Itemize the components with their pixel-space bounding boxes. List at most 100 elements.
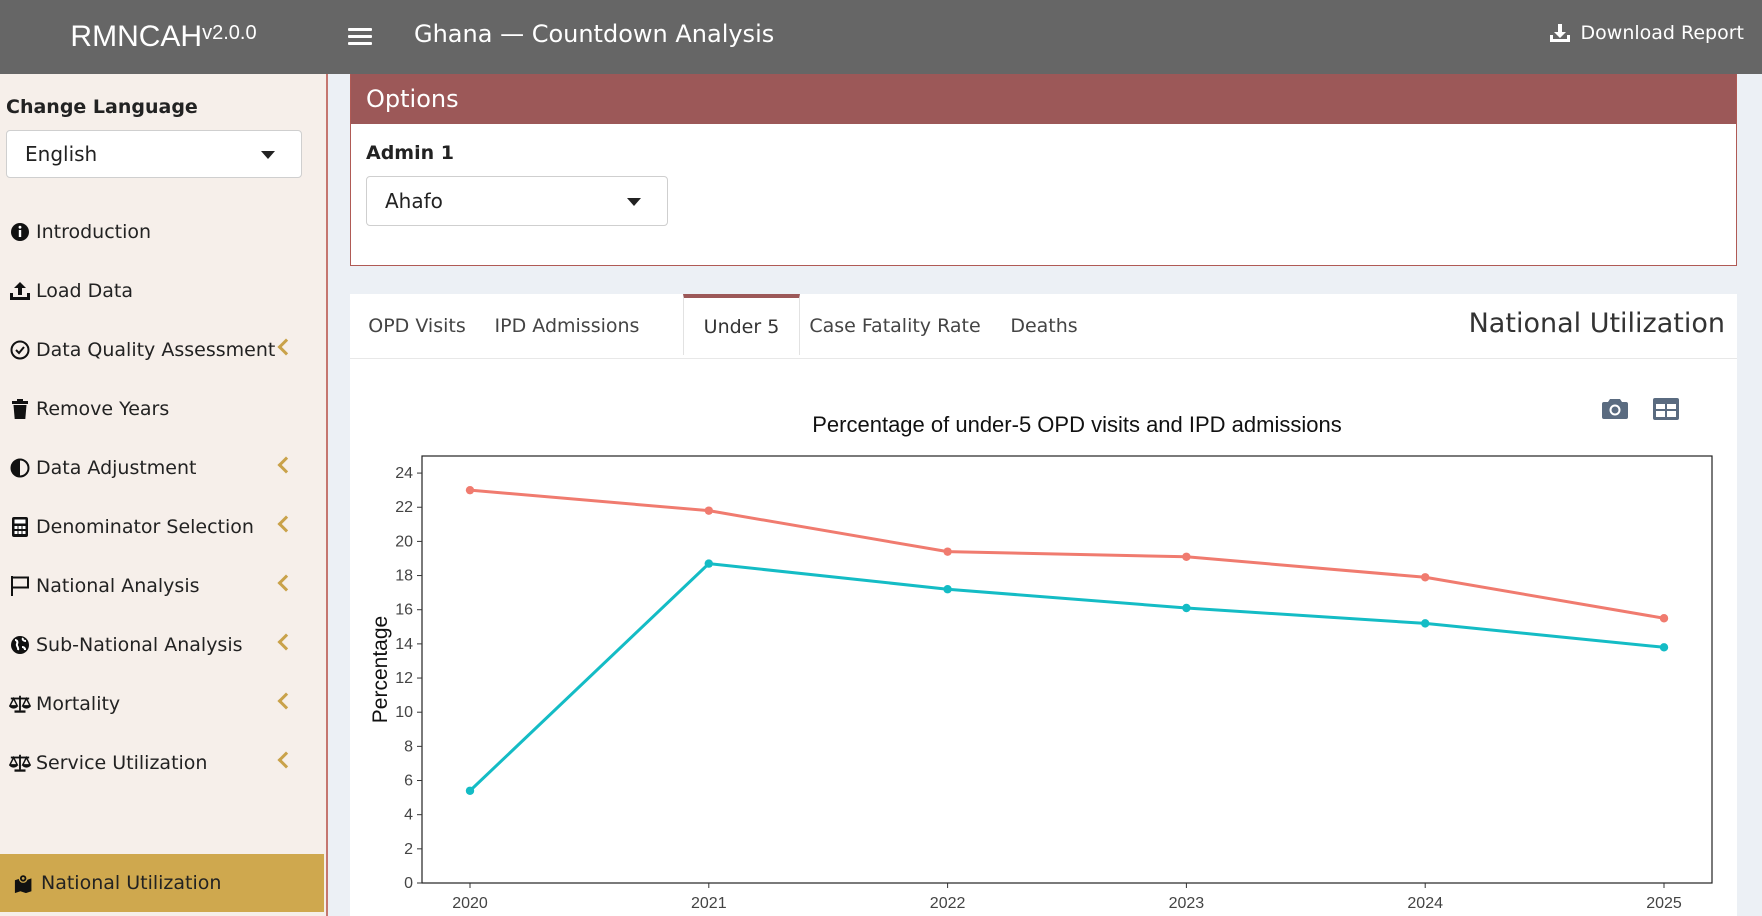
sidebar-item-sub-national-analysis[interactable]: Sub-National Analysis [0,617,324,673]
y-tick-label: 20 [395,533,413,550]
camera-icon[interactable] [1602,397,1628,419]
admin1-select[interactable]: Ahafo [366,176,668,226]
chevron-left-icon [277,574,295,592]
top-navbar: RMNCAH v2.0.0 Ghana — Countdown Analysis … [0,0,1762,74]
data-point-series-1 [943,547,952,556]
page-title: Ghana — Countdown Analysis [414,20,775,48]
chevron-left-icon [277,456,295,474]
x-tick-label: 2020 [452,895,488,912]
chart-title: Percentage of under-5 OPD visits and IPD… [812,412,1341,437]
map-marker-icon [14,872,36,894]
tab-under-5[interactable]: Under 5 [683,294,800,355]
admin1-label: Admin 1 [366,142,454,164]
options-box: Options Admin 1 Ahafo [350,74,1737,266]
balance-scale-icon [9,752,31,774]
y-tick-label: 8 [404,738,413,755]
check-circle-icon [9,339,31,361]
y-tick-label: 18 [395,568,413,585]
data-point-series-2 [1659,643,1669,652]
data-point-series-2 [704,559,713,568]
sidebar-item-national-analysis[interactable]: National Analysis [0,558,324,614]
brand-name: RMNCAH [70,20,203,53]
plot-frame [421,455,1713,884]
caret-down-icon [627,198,641,206]
y-tick-label: 22 [395,499,413,516]
x-tick-label: 2022 [930,895,966,912]
tab-panel: OPD Visits IPD Admissions Under 5 Case F… [350,294,1737,916]
tab-bar: OPD Visits IPD Admissions Under 5 Case F… [350,294,1737,359]
download-report-label: Download Report [1580,22,1744,44]
download-icon [1549,24,1570,42]
x-tick-label: 2023 [1169,895,1205,912]
options-header: Options [351,74,1736,124]
sidebar-item-label: Introduction [36,221,152,243]
sidebar-item-data-quality-assessment[interactable]: Data Quality Assessment [0,322,324,378]
sidebar-item-label: Sub-National Analysis [36,634,243,656]
data-point-series-2 [943,585,952,594]
sidebar-item-data-adjustment[interactable]: Data Adjustment [0,440,324,496]
caret-down-icon [261,151,275,159]
table-icon[interactable] [1653,398,1679,420]
sidebar-toggle-icon[interactable] [348,24,372,50]
sidebar-item-mortality[interactable]: Mortality [0,676,324,732]
y-tick-label: 12 [395,670,413,687]
data-point-series-1 [465,485,475,495]
info-circle-icon [9,221,31,243]
x-axis-label: Year [1052,914,1094,916]
tab-ipd-admissions[interactable]: IPD Admissions [494,315,640,337]
trash-icon [9,398,31,420]
tab-deaths[interactable]: Deaths [1010,315,1078,337]
sidebar-item-national-utilization[interactable]: National Utilization [0,854,324,912]
tab-opd-visits[interactable]: OPD Visits [368,315,466,337]
sidebar-item-label: Load Data [36,280,133,302]
half-circle-icon [9,457,31,479]
data-point-series-2 [1421,619,1430,628]
sidebar-item-label: Service Utilization [36,752,208,774]
upload-icon [9,280,31,302]
data-point-series-1 [704,506,713,515]
data-point-series-2 [465,786,475,795]
chevron-left-icon [277,515,295,533]
language-label: Change Language [6,96,198,118]
y-tick-label: 10 [395,704,413,721]
app-brand: RMNCAH v2.0.0 [0,0,327,74]
series-line-1 [469,488,1665,620]
language-value: English [25,142,98,166]
y-tick-label: 2 [404,841,413,858]
sidebar-item-label: Data Adjustment [36,457,197,479]
y-tick-label: 14 [395,636,413,653]
y-tick-label: 16 [395,602,413,619]
brand-version: v2.0.0 [202,21,257,44]
sidebar-item-label: Mortality [36,693,121,715]
series-line-2 [468,562,1665,792]
download-report-button[interactable]: Download Report [1549,22,1744,44]
sidebar-item-label: Data Quality Assessment [36,339,276,361]
chevron-left-icon [277,338,295,356]
y-axis-label: Percentage [369,616,392,723]
language-select[interactable]: English [6,130,302,178]
data-point-series-2 [1182,603,1191,613]
sidebar-item-introduction[interactable]: Introduction [0,204,324,260]
panel-title: National Utilization [1468,308,1725,339]
line-chart: Percentage of under-5 OPD visits and IPD… [369,412,1713,916]
sidebar-item-service-utilization[interactable]: Service Utilization [0,735,324,791]
data-point-series-1 [1659,614,1669,623]
y-tick-label: 4 [404,807,413,824]
admin1-value: Ahafo [385,189,443,213]
sidebar-item-label: National Analysis [36,575,200,597]
tab-case-fatality-rate[interactable]: Case Fatality Rate [809,315,981,337]
sidebar-item-label: Denominator Selection [36,516,254,538]
sidebar-item-denominator-selection[interactable]: Denominator Selection [0,499,324,555]
data-point-series-1 [1421,573,1430,582]
chevron-left-icon [277,751,295,769]
data-point-series-1 [1182,552,1191,561]
sidebar: Change Language English Introduction Loa… [0,74,328,916]
x-tick-label: 2024 [1407,895,1443,912]
y-tick-label: 24 [395,465,413,482]
y-tick-label: 0 [404,875,413,892]
sidebar-item-remove-years[interactable]: Remove Years [0,381,324,437]
flag-icon [9,575,31,597]
calculator-icon [9,516,31,538]
chevron-left-icon [277,692,295,710]
sidebar-item-load-data[interactable]: Load Data [0,263,324,319]
